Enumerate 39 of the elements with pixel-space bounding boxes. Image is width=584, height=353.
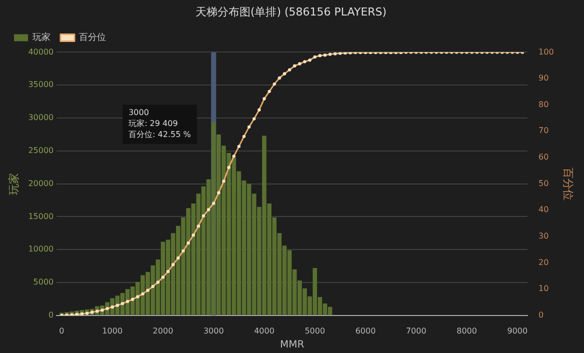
y-tick-label: 15000 <box>28 212 54 221</box>
x-tick-label: 8000 <box>456 326 477 336</box>
legend-label: 玩家 <box>32 32 50 44</box>
annotation: 3000 <box>128 108 149 117</box>
x-axis-title: MMR <box>280 340 304 351</box>
y2-tick-label: 100 <box>538 47 554 56</box>
y2-axis-title: 百分位 <box>562 167 575 200</box>
y-tick-label: 20000 <box>28 178 54 188</box>
annotation: 百分位: 42.55 % <box>128 130 192 139</box>
y2-tick-label: 40 <box>538 205 549 214</box>
y2-tick-label: 10 <box>538 284 549 294</box>
x-tick-label: 6000 <box>355 326 376 336</box>
y2-tick-label: 70 <box>538 126 549 136</box>
y-tick-label: 10000 <box>28 244 54 254</box>
y2-tick-label: 50 <box>538 178 549 188</box>
y2-tick-label: 30 <box>538 232 549 241</box>
annotation: 玩家: 29 409 <box>128 118 178 128</box>
y2-tick-label: 80 <box>538 100 549 109</box>
x-tick-label: 1000 <box>102 326 123 336</box>
y2-tick-label: 0 <box>538 310 544 320</box>
chart-title: 天梯分布图(单排) (586156 PLAYERS) <box>195 5 387 18</box>
y-tick-label: 40000 <box>28 47 54 56</box>
x-tick-label: 9000 <box>507 326 528 336</box>
y2-tick-label: 20 <box>538 258 549 267</box>
x-tick-label: 2000 <box>152 326 174 336</box>
y-tick-label: 35000 <box>28 80 54 90</box>
x-tick-label: 5000 <box>304 326 326 336</box>
x-tick-label: 4000 <box>254 326 274 336</box>
y-axis-title: 玩家 <box>7 172 20 195</box>
y-tick-label: 0 <box>48 310 54 320</box>
x-tick-label: 7000 <box>406 326 426 336</box>
legend-label: 百分位 <box>79 32 106 44</box>
y2-tick-label: 90 <box>538 74 549 83</box>
y-tick-label: 5000 <box>33 278 54 287</box>
y2-tick-label: 60 <box>538 152 549 162</box>
x-tick-label: 3000 <box>203 326 224 336</box>
y-tick-label: 30000 <box>28 113 54 122</box>
x-tick-label: 0 <box>59 326 64 336</box>
y-tick-label: 25000 <box>28 146 54 155</box>
